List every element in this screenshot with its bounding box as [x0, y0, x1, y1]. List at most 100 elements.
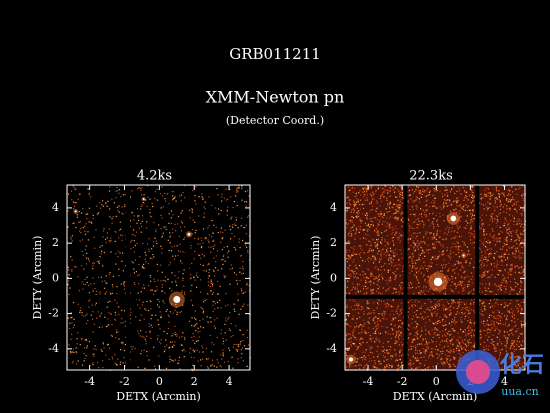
photon: [147, 196, 149, 198]
photon: [451, 328, 453, 330]
photon: [505, 212, 508, 214]
photon: [246, 337, 248, 339]
photon: [434, 327, 436, 329]
photon: [392, 329, 394, 331]
photon: [197, 276, 199, 278]
photon: [427, 276, 429, 278]
photon: [368, 187, 370, 189]
photon: [124, 281, 126, 283]
photon: [427, 307, 429, 309]
photon: [510, 238, 512, 241]
photon: [484, 309, 486, 311]
photon: [358, 308, 360, 310]
x-tick-label: 2: [191, 375, 198, 388]
photon: [520, 225, 522, 227]
photon: [356, 325, 358, 327]
photon: [448, 303, 450, 305]
photon: [460, 346, 462, 348]
photon: [390, 249, 392, 252]
photon: [401, 324, 403, 326]
photon: [520, 308, 523, 310]
photon: [487, 276, 489, 278]
photon: [519, 258, 521, 260]
photon: [371, 312, 373, 314]
photon: [425, 210, 427, 212]
photon: [458, 262, 460, 264]
photon: [489, 314, 491, 316]
photon: [493, 341, 495, 343]
photon: [377, 356, 379, 358]
photon: [506, 231, 508, 233]
photon: [442, 330, 444, 332]
photon: [88, 306, 90, 308]
photon: [371, 209, 373, 211]
photon: [464, 313, 466, 315]
x-tick-label: 4: [226, 375, 233, 388]
photon: [241, 347, 243, 349]
photon: [362, 213, 364, 215]
photon: [378, 317, 380, 319]
photon: [395, 336, 397, 338]
photon: [411, 318, 413, 320]
photon: [235, 249, 237, 251]
photon: [444, 232, 446, 234]
photon: [391, 262, 393, 264]
photon: [420, 272, 422, 274]
photon: [225, 199, 227, 201]
photon: [449, 313, 451, 316]
photon: [363, 192, 365, 194]
photon: [459, 303, 461, 305]
photon: [184, 196, 186, 199]
photon: [420, 242, 422, 244]
photon: [515, 250, 517, 252]
photon: [509, 293, 511, 295]
photon: [417, 279, 419, 281]
photon: [376, 277, 378, 279]
photon: [178, 235, 180, 237]
photon: [356, 302, 358, 304]
photon: [350, 254, 353, 256]
photon: [107, 301, 109, 303]
photon: [381, 192, 384, 194]
photon: [449, 204, 451, 206]
photon: [149, 275, 151, 277]
photon: [523, 271, 525, 273]
photon: [419, 254, 421, 256]
photon: [347, 349, 349, 351]
photon: [359, 203, 361, 206]
photon: [465, 350, 467, 352]
photon: [183, 285, 185, 287]
photon: [356, 201, 358, 203]
photon: [383, 310, 385, 313]
photon: [470, 233, 472, 235]
photon: [491, 320, 493, 322]
photon: [366, 368, 368, 370]
photon: [439, 300, 441, 302]
photon: [108, 312, 110, 314]
photon: [386, 199, 388, 201]
photon: [473, 289, 475, 291]
photon: [400, 332, 402, 334]
photon: [169, 236, 171, 238]
photon: [523, 301, 525, 303]
photon: [386, 283, 389, 285]
photon: [511, 265, 513, 267]
photon: [394, 275, 396, 278]
photon: [130, 346, 132, 348]
photon: [140, 231, 142, 233]
photon: [516, 220, 518, 222]
photon: [169, 235, 171, 237]
photon: [248, 284, 250, 286]
photon: [483, 263, 485, 265]
photon: [400, 326, 402, 328]
photon: [213, 365, 215, 367]
photon: [374, 331, 376, 333]
photon: [122, 322, 124, 324]
photon: [488, 256, 490, 258]
photon: [390, 337, 393, 339]
photon: [461, 301, 463, 303]
photon: [516, 202, 518, 204]
photon: [222, 349, 224, 351]
photon: [493, 311, 495, 313]
photon: [114, 311, 116, 313]
